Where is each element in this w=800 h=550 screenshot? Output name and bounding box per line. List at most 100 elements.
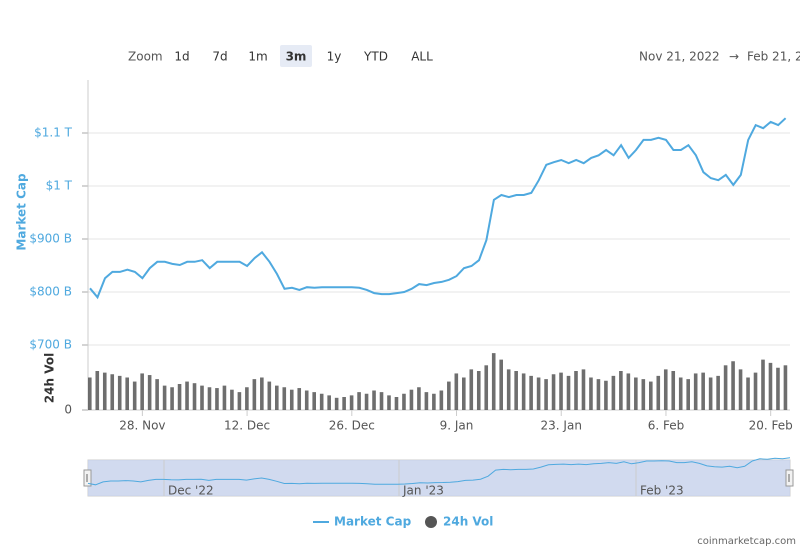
volume-bar	[364, 393, 369, 410]
volume-bar	[424, 392, 429, 410]
volume-bar	[417, 387, 421, 410]
volume-bar	[559, 372, 563, 410]
volume-bar	[761, 359, 765, 410]
volume-bar	[723, 365, 728, 410]
volume-bar	[102, 372, 107, 410]
volume-bar	[499, 359, 503, 410]
volume-bar	[663, 369, 668, 410]
legend-swatch[interactable]	[425, 516, 437, 528]
volume-bar	[222, 385, 227, 410]
volume-bar	[304, 390, 309, 410]
volume-bar	[237, 392, 242, 410]
volume-bar	[312, 392, 316, 410]
zoom-button[interactable]	[280, 45, 312, 67]
volume-bar	[372, 390, 376, 410]
zoom-button[interactable]	[242, 45, 274, 67]
volume-bar	[529, 375, 533, 410]
volume-bar	[753, 372, 758, 410]
volume-bar	[783, 365, 788, 410]
volume-bar	[521, 373, 526, 410]
volume-bar	[297, 388, 302, 410]
zoom-button-label[interactable]: 1m	[248, 50, 267, 64]
zoom-button[interactable]	[318, 45, 350, 67]
volume-bar	[155, 379, 159, 410]
volume-bar	[230, 389, 234, 410]
volume-bar	[701, 372, 705, 410]
volume-bar	[117, 375, 122, 410]
volume-bar	[334, 397, 339, 410]
volume-bar	[379, 392, 384, 410]
volume-bar	[357, 392, 361, 410]
zoom-button-label[interactable]: 7d	[212, 50, 227, 64]
legend-label[interactable]: 24h Vol	[443, 515, 493, 529]
volume-bar	[484, 365, 489, 410]
volume-bar	[566, 375, 571, 410]
y-tick-label: $700 B	[29, 338, 72, 352]
legend-label[interactable]: Market Cap	[334, 515, 412, 529]
volume-bar	[693, 373, 698, 410]
zoom-button[interactable]	[402, 45, 442, 67]
volume-bar	[731, 361, 735, 410]
volume-bar	[439, 390, 444, 410]
volume-bar	[596, 379, 601, 410]
x-tick-label: 26. Dec	[329, 419, 375, 433]
y-axis-title: Market Cap	[15, 173, 29, 251]
volume-bar	[252, 379, 257, 410]
volume-bar	[716, 375, 720, 410]
volume-bar	[626, 373, 631, 410]
volume-bar	[432, 393, 436, 410]
volume-bar	[447, 381, 451, 410]
x-tick-label: 28. Nov	[119, 419, 165, 433]
volume-bar	[245, 387, 249, 410]
x-tick-label: 23. Jan	[541, 419, 582, 433]
volume-bar	[768, 362, 773, 410]
watermark: coinmarketcap.com	[697, 536, 796, 547]
x-tick-label: 9. Jan	[440, 419, 474, 433]
zoom-button-label[interactable]: 1d	[174, 50, 189, 64]
volume-bar	[185, 381, 189, 410]
volume-bar	[514, 371, 518, 410]
volume-bar	[88, 377, 92, 410]
volume-bar	[125, 377, 129, 410]
volume-bar	[746, 377, 750, 410]
volume-bar	[678, 377, 683, 410]
volume-bar	[671, 371, 676, 410]
zoom-button[interactable]	[166, 45, 198, 67]
volume-bar	[275, 385, 279, 410]
volume-bar	[140, 373, 144, 410]
volume-bar	[536, 377, 541, 410]
volume-bar	[476, 371, 481, 410]
volume-bar	[551, 374, 556, 410]
volume-bar	[656, 375, 661, 410]
y2-axis-title: 24h Vol	[43, 353, 57, 403]
volume-bar	[147, 375, 152, 410]
zoom-button-label[interactable]: 1y	[327, 50, 342, 64]
zoom-button-label[interactable]: YTD	[363, 50, 388, 64]
volume-bar	[95, 371, 100, 410]
volume-bar	[282, 387, 287, 410]
volume-bar	[776, 367, 780, 410]
range-from: Nov 21, 2022	[639, 50, 720, 64]
volume-bar	[132, 381, 137, 410]
volume-bar	[200, 385, 204, 410]
volume-bar	[462, 377, 466, 410]
volume-bar	[342, 397, 346, 410]
zoom-button-label[interactable]: ALL	[411, 50, 433, 64]
navigator-label: Dec '22	[168, 484, 214, 498]
volume-bar	[207, 387, 212, 410]
volume-bar	[289, 389, 294, 410]
y-tick-label: $800 B	[29, 285, 72, 299]
x-tick-label: 12. Dec	[224, 419, 270, 433]
volume-bar	[110, 374, 115, 410]
navigator-selection[interactable]	[88, 460, 790, 496]
volume-bar	[402, 393, 406, 410]
volume-bar	[641, 379, 646, 410]
volume-bar	[170, 387, 174, 410]
zoom-button-label[interactable]: 3m	[286, 50, 307, 64]
volume-bar	[260, 377, 264, 410]
zoom-button[interactable]	[356, 45, 396, 67]
volume-bar	[162, 385, 167, 410]
x-tick-label: 6. Feb	[648, 419, 685, 433]
zoom-button[interactable]	[204, 45, 236, 67]
